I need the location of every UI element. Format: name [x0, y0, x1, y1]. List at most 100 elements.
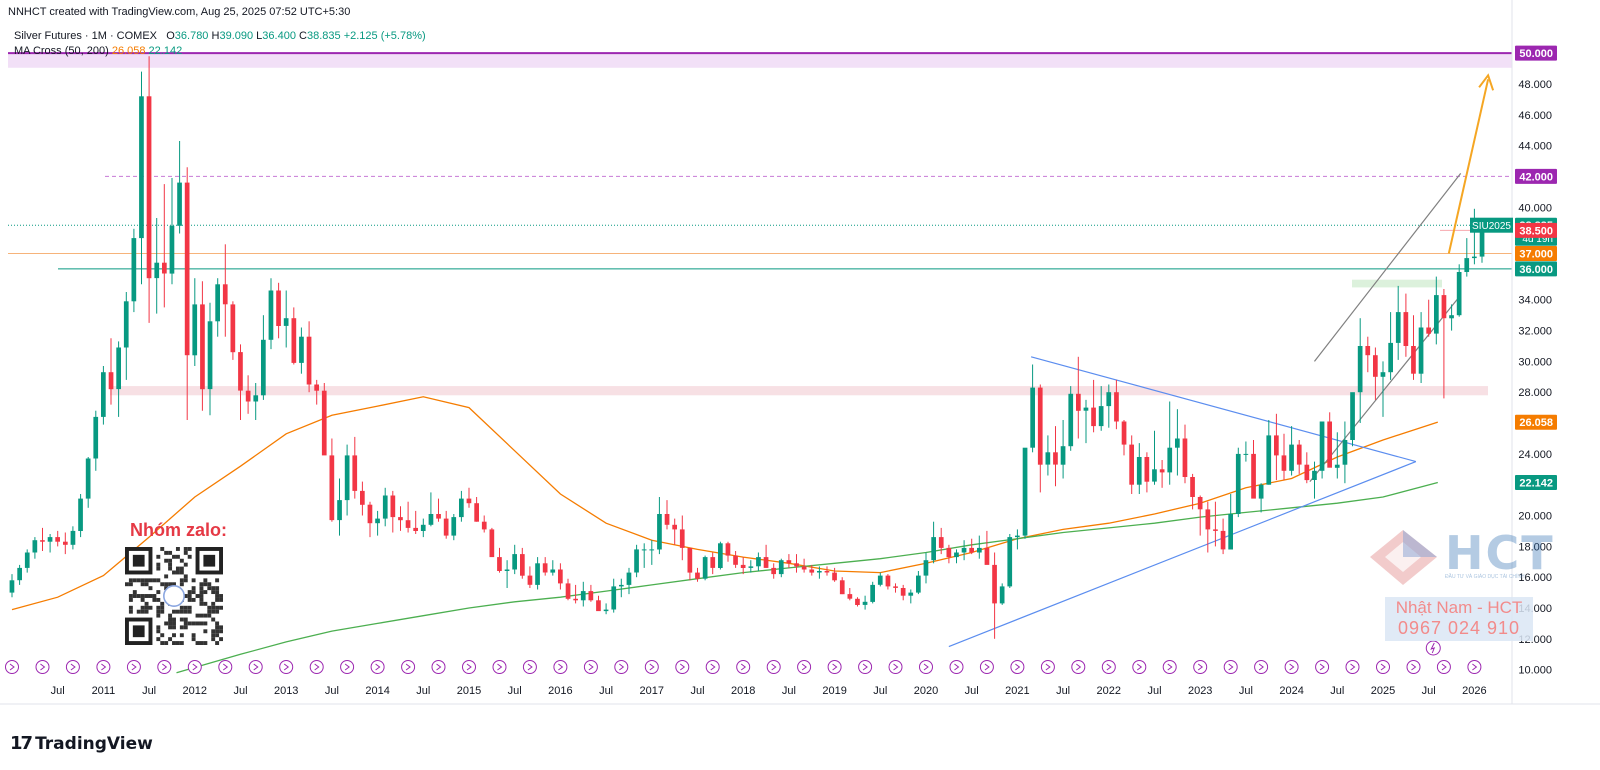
- candle-body[interactable]: [839, 580, 845, 595]
- candle-body[interactable]: [360, 490, 365, 505]
- candle-body[interactable]: [542, 563, 548, 573]
- candle-body[interactable]: [1098, 406, 1104, 427]
- candle-body[interactable]: [154, 262, 160, 279]
- candle-body[interactable]: [1289, 444, 1294, 471]
- candle-body[interactable]: [390, 495, 396, 518]
- candle-body[interactable]: [634, 549, 639, 573]
- candles-layer[interactable]: [9, 56, 1485, 639]
- candle-body[interactable]: [725, 543, 731, 556]
- candle-body[interactable]: [999, 586, 1005, 604]
- candle-body[interactable]: [558, 569, 563, 584]
- candle-body[interactable]: [47, 537, 53, 542]
- candle-body[interactable]: [573, 598, 578, 601]
- price-axis[interactable]: 10.00012.00014.00016.00018.00020.00022.0…: [1470, 0, 1557, 704]
- candle-body[interactable]: [740, 564, 746, 568]
- candle-body[interactable]: [535, 563, 540, 585]
- candle-body[interactable]: [1251, 453, 1256, 499]
- candle-body[interactable]: [824, 571, 830, 573]
- candle-body[interactable]: [1129, 444, 1134, 485]
- candle-body[interactable]: [877, 575, 883, 585]
- candle-body[interactable]: [1456, 272, 1462, 316]
- candle-body[interactable]: [619, 584, 624, 587]
- candle-body[interactable]: [1388, 342, 1393, 373]
- candle-body[interactable]: [291, 318, 297, 363]
- candle-body[interactable]: [382, 495, 388, 519]
- candle-body[interactable]: [862, 601, 868, 605]
- candle-body[interactable]: [344, 455, 350, 501]
- candle-body[interactable]: [756, 557, 761, 567]
- candle-body[interactable]: [428, 514, 434, 525]
- candle-body[interactable]: [420, 524, 426, 531]
- candle-body[interactable]: [413, 527, 418, 531]
- candle-body[interactable]: [321, 390, 327, 456]
- candle-body[interactable]: [1243, 453, 1249, 455]
- candle-body[interactable]: [63, 541, 68, 545]
- candle-body[interactable]: [1182, 438, 1188, 478]
- candle-body[interactable]: [436, 514, 441, 519]
- candle-body[interactable]: [961, 547, 967, 553]
- candle-body[interactable]: [596, 600, 601, 612]
- candle-body[interactable]: [1159, 469, 1165, 473]
- candle-body[interactable]: [847, 594, 853, 599]
- candle-body[interactable]: [565, 583, 571, 599]
- candle-body[interactable]: [664, 514, 670, 525]
- tradingview-footer[interactable]: 17 TradingView: [10, 733, 153, 754]
- candle-body[interactable]: [1083, 407, 1089, 411]
- candle-body[interactable]: [131, 238, 137, 302]
- candle-body[interactable]: [177, 182, 182, 226]
- candle-body[interactable]: [169, 225, 175, 274]
- candle-body[interactable]: [977, 547, 982, 553]
- candle-body[interactable]: [466, 498, 472, 504]
- candle-body[interactable]: [1053, 452, 1058, 465]
- candle-body[interactable]: [1136, 457, 1142, 485]
- candle-body[interactable]: [1068, 393, 1074, 447]
- candle-body[interactable]: [1167, 447, 1173, 473]
- candle-body[interactable]: [923, 560, 929, 576]
- candle-body[interactable]: [1197, 497, 1203, 510]
- candle-body[interactable]: [1434, 295, 1439, 334]
- candle-body[interactable]: [1060, 446, 1066, 465]
- candle-body[interactable]: [314, 384, 319, 391]
- candle-body[interactable]: [192, 304, 198, 356]
- candle-body[interactable]: [497, 557, 502, 571]
- candle-body[interactable]: [1007, 537, 1013, 587]
- candle-body[interactable]: [481, 521, 487, 530]
- candle-body[interactable]: [550, 569, 556, 573]
- candle-body[interactable]: [146, 96, 152, 279]
- candle-body[interactable]: [733, 555, 738, 565]
- candle-body[interactable]: [992, 564, 997, 604]
- candle-body[interactable]: [649, 549, 655, 551]
- candle-body[interactable]: [1380, 372, 1386, 377]
- candle-body[interactable]: [1319, 421, 1325, 471]
- candle-body[interactable]: [1373, 355, 1378, 377]
- candle-body[interactable]: [352, 455, 358, 491]
- candle-body[interactable]: [1213, 529, 1218, 531]
- candle-body[interactable]: [1350, 392, 1355, 440]
- candle-body[interactable]: [984, 547, 990, 565]
- candle-body[interactable]: [40, 540, 45, 542]
- candle-body[interactable]: [1152, 469, 1157, 482]
- candle-body[interactable]: [222, 284, 228, 305]
- candle-body[interactable]: [817, 571, 822, 573]
- candle-body[interactable]: [832, 572, 837, 581]
- candle-body[interactable]: [1441, 295, 1447, 319]
- candle-body[interactable]: [946, 547, 952, 558]
- candle-body[interactable]: [504, 569, 510, 572]
- candle-body[interactable]: [1228, 514, 1233, 550]
- candle-body[interactable]: [1312, 470, 1317, 480]
- candle-body[interactable]: [162, 262, 167, 274]
- candle-body[interactable]: [268, 290, 274, 340]
- candle-body[interactable]: [794, 563, 799, 567]
- candle-body[interactable]: [1106, 392, 1112, 407]
- candle-body[interactable]: [1342, 440, 1348, 465]
- candle-body[interactable]: [184, 182, 190, 356]
- candle-body[interactable]: [1030, 387, 1035, 448]
- candle-body[interactable]: [85, 458, 91, 499]
- candle-body[interactable]: [1449, 315, 1454, 319]
- candle-body[interactable]: [24, 552, 30, 568]
- candle-body[interactable]: [1015, 535, 1020, 538]
- candle-body[interactable]: [931, 537, 936, 561]
- candle-body[interactable]: [337, 500, 342, 521]
- candle-body[interactable]: [443, 518, 449, 536]
